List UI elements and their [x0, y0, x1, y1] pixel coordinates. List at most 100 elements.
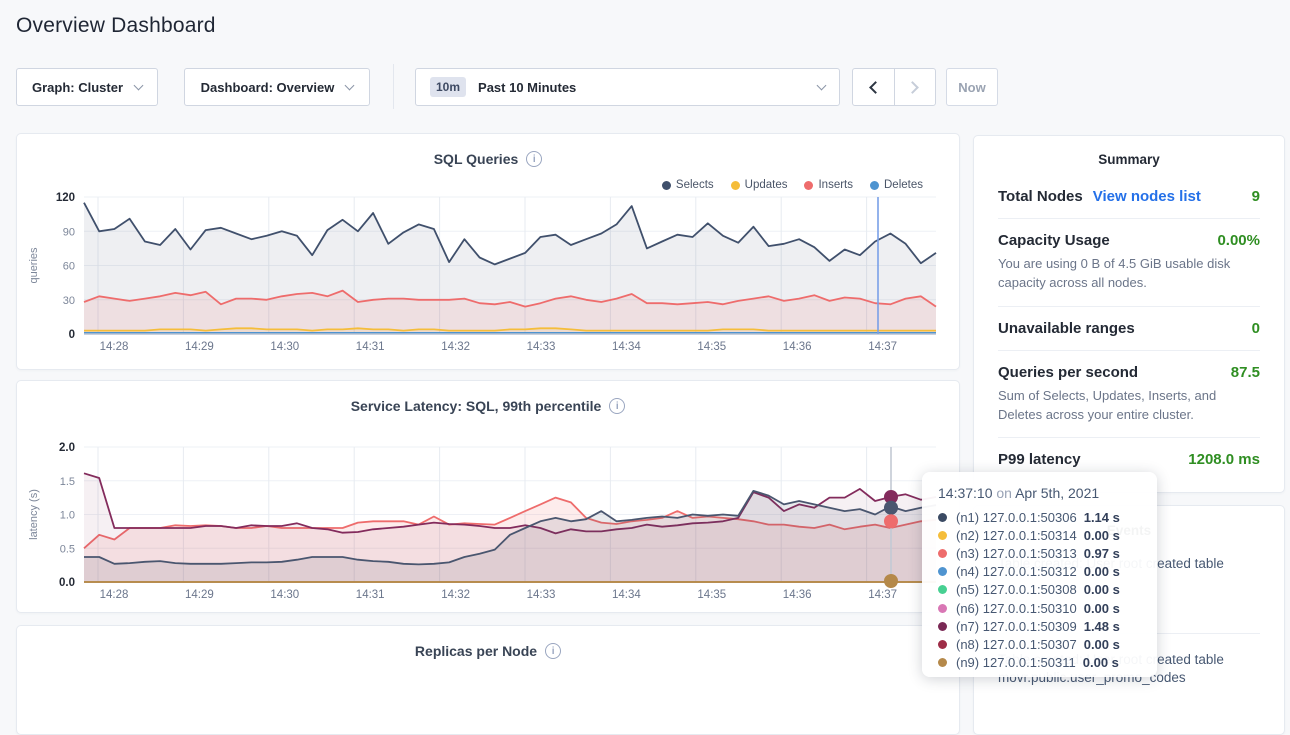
tooltip-node-row: (n9) 127.0.0.1:50311 0.00 s	[938, 654, 1141, 672]
legend-dot	[730, 180, 740, 190]
time-range-label: Past 10 Minutes	[478, 79, 577, 95]
legend-item-deletes[interactable]: Deletes	[870, 179, 923, 191]
legend-item-inserts[interactable]: Inserts	[804, 179, 853, 191]
time-range-dropdown[interactable]: 10m Past 10 Minutes	[415, 68, 840, 106]
info-icon[interactable]: i	[526, 151, 543, 167]
node-label: (n9) 127.0.0.1:50311	[956, 655, 1076, 671]
summary-label: Capacity Usage	[998, 232, 1110, 249]
svg-text:0.5: 0.5	[60, 543, 75, 555]
time-forward-button[interactable]	[893, 69, 936, 105]
graph-dropdown[interactable]: Graph: Cluster	[16, 68, 158, 106]
summary-row: Unavailable ranges 0	[998, 307, 1260, 351]
summary-subtext: Sum of Selects, Updates, Inserts, and De…	[998, 387, 1217, 422]
svg-text:latency (s): latency (s)	[28, 489, 40, 540]
info-icon[interactable]: i	[609, 398, 626, 414]
service-latency-title: Service Latency: SQL, 99th percentile	[350, 398, 602, 414]
chevron-down-icon	[133, 80, 144, 90]
summary-label: P99 latency	[998, 451, 1081, 469]
dashboard-dropdown[interactable]: Dashboard: Overview	[184, 68, 370, 106]
tooltip-node-row: (n7) 127.0.0.1:50309 1.48 s	[938, 617, 1141, 635]
now-button[interactable]: Now	[946, 68, 998, 106]
svg-text:14:35: 14:35	[697, 589, 726, 601]
summary-label: Queries per second	[998, 363, 1139, 381]
legend-label: Inserts	[818, 179, 853, 191]
tooltip-node-row: (n4) 127.0.0.1:50312 0.00 s	[938, 563, 1141, 581]
replicas-per-node-card: Replicas per Node i	[16, 625, 960, 735]
node-label: (n1) 127.0.0.1:50306	[956, 509, 1077, 525]
summary-row: Queries per second 87.5 Sum of Selects, Up…	[998, 351, 1260, 439]
view-nodes-list-link[interactable]: View nodes list	[1092, 188, 1201, 205]
legend-label: Deletes	[884, 179, 923, 191]
info-icon[interactable]: i	[545, 643, 562, 659]
summary-value: 0	[1251, 319, 1260, 337]
svg-text:14:32: 14:32	[441, 341, 470, 353]
node-latency-value: 0.00 s	[1082, 655, 1119, 671]
legend-dot	[804, 180, 814, 190]
node-latency-value: 0.00 s	[1083, 527, 1120, 543]
chevron-right-icon	[906, 80, 920, 94]
svg-text:0.0: 0.0	[59, 577, 75, 589]
node-latency-value: 0.00 s	[1083, 582, 1120, 598]
toolbar-divider	[393, 64, 394, 109]
chevron-left-icon	[868, 80, 882, 94]
node-color-dot	[938, 639, 947, 649]
legend-dot	[661, 180, 671, 190]
svg-text:14:37: 14:37	[868, 341, 897, 353]
dashboard-dropdown-label: Dashboard: Overview	[200, 79, 335, 95]
tooltip-node-row: (n2) 127.0.0.1:50314 0.00 s	[938, 526, 1141, 544]
node-color-dot	[938, 567, 947, 577]
svg-text:14:29: 14:29	[185, 341, 214, 353]
summary-value: 1208.0 ms	[1188, 451, 1260, 469]
chart-title-row: SQL Queries i	[17, 151, 959, 167]
node-label: (n7) 127.0.0.1:50309	[956, 618, 1077, 634]
svg-text:14:36: 14:36	[783, 589, 812, 601]
node-color-dot	[938, 512, 947, 522]
sql-queries-chart[interactable]: 0 30 60 90 120 14:28 14:29 14:30 14:31 14:32 14:33…	[17, 186, 961, 356]
time-back-button[interactable]	[853, 69, 894, 105]
node-label: (n3) 127.0.0.1:50313	[956, 545, 1077, 561]
svg-text:2.0: 2.0	[59, 442, 75, 454]
svg-text:90: 90	[63, 226, 75, 238]
svg-text:30: 30	[63, 295, 75, 307]
summary-subtext: You are using 0 B of 4.5 GiB usable disk…	[998, 256, 1231, 290]
legend-item-updates[interactable]: Updates	[730, 179, 788, 191]
time-range-badge: 10m	[430, 77, 467, 97]
sql-queries-card: SQL Queries i Selects Updates Inserts Delet…	[16, 133, 960, 370]
svg-text:14:33: 14:33	[527, 589, 556, 601]
graph-dropdown-label: Graph: Cluster	[31, 79, 123, 95]
summary-panel: Summary Total Nodes View nodes list 9 Capac…	[973, 135, 1285, 493]
summary-label: Unavailable ranges	[998, 319, 1135, 337]
node-label: (n4) 127.0.0.1:50312	[956, 564, 1077, 580]
svg-text:14:37: 14:37	[868, 589, 897, 601]
node-latency-value: 0.00 s	[1083, 600, 1120, 616]
summary-value: 87.5	[1230, 363, 1260, 381]
service-latency-chart[interactable]: 0.0 0.5 1.0 1.5 2.0 14:28 14:29 14:30 14:31 14:32…	[17, 436, 961, 606]
summary-label: Total Nodes	[998, 188, 1083, 205]
node-color-dot	[938, 658, 947, 668]
svg-text:60: 60	[63, 261, 75, 273]
tooltip-node-row: (n1) 127.0.0.1:50306 1.14 s	[938, 508, 1141, 526]
summary-value: 0.00%	[1217, 232, 1260, 249]
chevron-down-icon	[344, 80, 355, 90]
svg-text:14:32: 14:32	[441, 589, 470, 601]
legend-dot	[870, 180, 879, 190]
svg-text:queries: queries	[28, 247, 40, 284]
chart-hover-tooltip: 14:37:10 on Apr 5th, 2021 (n1) 127.0.0.1…	[922, 472, 1157, 677]
legend-item-selects[interactable]: Selects	[661, 179, 714, 191]
svg-text:14:36: 14:36	[783, 341, 812, 353]
node-latency-value: 1.14 s	[1083, 509, 1120, 525]
tooltip-node-row: (n5) 127.0.0.1:50308 0.00 s	[938, 581, 1141, 599]
legend-label: Updates	[744, 179, 788, 191]
svg-text:14:33: 14:33	[527, 341, 556, 353]
node-color-dot	[938, 585, 947, 595]
sql-queries-legend: Selects Updates Inserts Deletes	[661, 179, 923, 191]
svg-text:1.0: 1.0	[60, 510, 75, 522]
tooltip-node-row: (n3) 127.0.0.1:50313 0.97 s	[938, 544, 1141, 562]
chart-title-row: Service Latency: SQL, 99th percentile i	[17, 398, 959, 414]
node-label: (n6) 127.0.0.1:50310	[956, 600, 1077, 616]
node-color-dot	[938, 603, 947, 613]
svg-text:0: 0	[69, 329, 75, 341]
svg-text:14:30: 14:30	[270, 589, 299, 601]
node-latency-value: 0.97 s	[1083, 545, 1120, 561]
tooltip-node-row: (n6) 127.0.0.1:50310 0.00 s	[938, 599, 1141, 617]
